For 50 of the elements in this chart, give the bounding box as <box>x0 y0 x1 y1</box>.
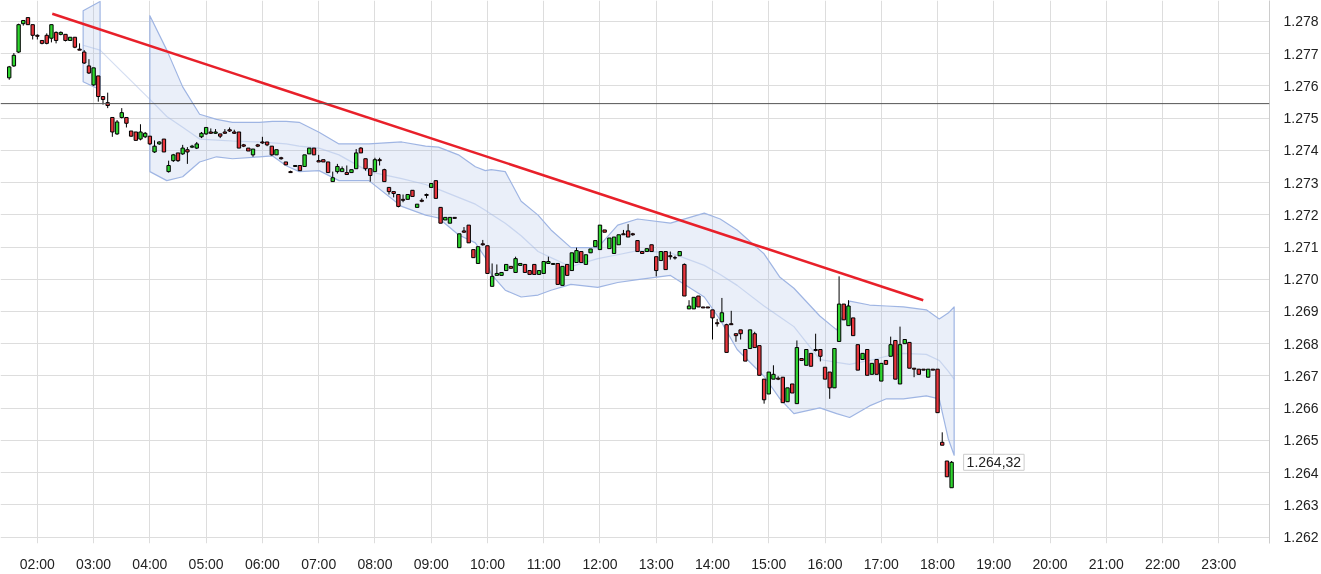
x-tick-label: 03:00 <box>76 555 112 572</box>
x-tick-label: 19:00 <box>976 555 1012 572</box>
y-tick-label: 1.266 <box>1283 400 1319 417</box>
x-tick-label: 13:00 <box>638 555 674 572</box>
x-tick-label: 20:00 <box>1032 555 1068 572</box>
x-tick-label: 12:00 <box>582 555 618 572</box>
y-tick-label: 1.277 <box>1283 45 1319 62</box>
y-tick-label: 1.269 <box>1283 303 1319 320</box>
x-tick-label: 05:00 <box>188 555 224 572</box>
y-tick-label: 1.264 <box>1283 464 1319 481</box>
x-tick-label: 07:00 <box>301 555 337 572</box>
annotation: 1.264,32 <box>966 454 1022 471</box>
candlestick <box>710 309 715 341</box>
y-tick-label: 1.273 <box>1283 174 1319 191</box>
x-tick-label: 04:00 <box>132 555 168 572</box>
x-tick-label: 06:00 <box>244 555 281 572</box>
y-tick-label: 1.270 <box>1283 271 1319 288</box>
y-tick-label: 1.265 <box>1283 432 1319 449</box>
y-tick-label: 1.267 <box>1283 367 1319 384</box>
x-tick-label: 18:00 <box>920 555 956 572</box>
candlestick <box>747 329 753 350</box>
x-tick-label: 08:00 <box>357 555 393 572</box>
candlestick <box>110 116 115 138</box>
candlestick <box>672 255 678 261</box>
y-tick-label: 1.268 <box>1283 335 1319 352</box>
y-tick-label: 1.263 <box>1283 496 1319 513</box>
x-tick-label: 23:00 <box>1201 555 1237 572</box>
y-tick-label: 1.262 <box>1283 529 1319 546</box>
y-tick-label: 1.274 <box>1283 142 1319 159</box>
x-tick-label: 10:00 <box>469 555 506 572</box>
y-tick-label: 1.276 <box>1283 77 1319 94</box>
candlestick <box>625 223 631 238</box>
y-tick-label: 1.271 <box>1283 239 1319 256</box>
x-tick-label: 14:00 <box>694 555 731 572</box>
candlestick <box>686 299 692 310</box>
x-tick-label: 15:00 <box>751 555 787 572</box>
y-tick-label: 1.275 <box>1283 110 1319 127</box>
x-tick-label: 16:00 <box>807 555 843 572</box>
x-tick-label: 21:00 <box>1088 555 1125 572</box>
x-tick-label: 11:00 <box>526 555 561 572</box>
x-tick-label: 09:00 <box>413 555 449 572</box>
y-tick-label: 1.278 <box>1283 13 1319 30</box>
x-tick-label: 17:00 <box>863 555 900 572</box>
y-tick-label: 1.272 <box>1283 206 1319 223</box>
candlestick <box>354 148 359 170</box>
candlestick <box>400 194 406 203</box>
candlestick <box>733 333 739 343</box>
x-tick-label: 02:00 <box>19 555 56 572</box>
candlestick <box>719 297 725 323</box>
x-tick-label: 22:00 <box>1145 555 1181 572</box>
